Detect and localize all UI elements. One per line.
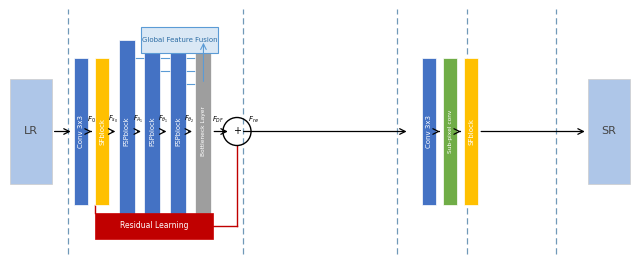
Text: Residual Learning: Residual Learning <box>120 221 189 230</box>
Text: SR: SR <box>602 127 616 136</box>
Text: $F_{DF}$: $F_{DF}$ <box>212 115 224 125</box>
Text: FSPblock: FSPblock <box>175 117 181 146</box>
FancyBboxPatch shape <box>145 40 161 223</box>
FancyBboxPatch shape <box>170 40 186 223</box>
Text: $F_{s_0}$: $F_{s_0}$ <box>108 114 118 125</box>
Text: Conv 3x3: Conv 3x3 <box>78 115 84 148</box>
FancyBboxPatch shape <box>141 27 218 53</box>
FancyBboxPatch shape <box>444 58 458 205</box>
Text: LR: LR <box>24 127 38 136</box>
Text: Sub-pixel conv: Sub-pixel conv <box>448 110 452 153</box>
FancyBboxPatch shape <box>588 79 630 184</box>
Text: Global Feature Fusion: Global Feature Fusion <box>141 37 218 43</box>
Text: FSPblock: FSPblock <box>124 117 130 146</box>
Text: +: + <box>233 127 241 136</box>
Text: $F_{θ_2}$: $F_{θ_2}$ <box>184 114 195 125</box>
FancyBboxPatch shape <box>119 40 135 223</box>
FancyBboxPatch shape <box>95 213 213 239</box>
FancyBboxPatch shape <box>465 58 478 205</box>
Text: Conv 3x3: Conv 3x3 <box>426 115 432 148</box>
Text: $F_{re}$: $F_{re}$ <box>248 115 259 125</box>
Text: $F_0$: $F_0$ <box>87 115 96 125</box>
Text: FSPblock: FSPblock <box>149 117 156 146</box>
FancyBboxPatch shape <box>422 58 436 205</box>
Text: SFblock: SFblock <box>468 118 474 145</box>
FancyBboxPatch shape <box>95 58 109 205</box>
Text: $F_{θ_1}$: $F_{θ_1}$ <box>158 114 169 125</box>
Text: Bottleneck Layer: Bottleneck Layer <box>201 107 206 156</box>
Text: SFblock: SFblock <box>99 118 105 145</box>
FancyBboxPatch shape <box>10 79 52 184</box>
Text: $F_{A_1}$: $F_{A_1}$ <box>132 114 143 125</box>
FancyBboxPatch shape <box>74 58 88 205</box>
FancyBboxPatch shape <box>195 40 211 223</box>
